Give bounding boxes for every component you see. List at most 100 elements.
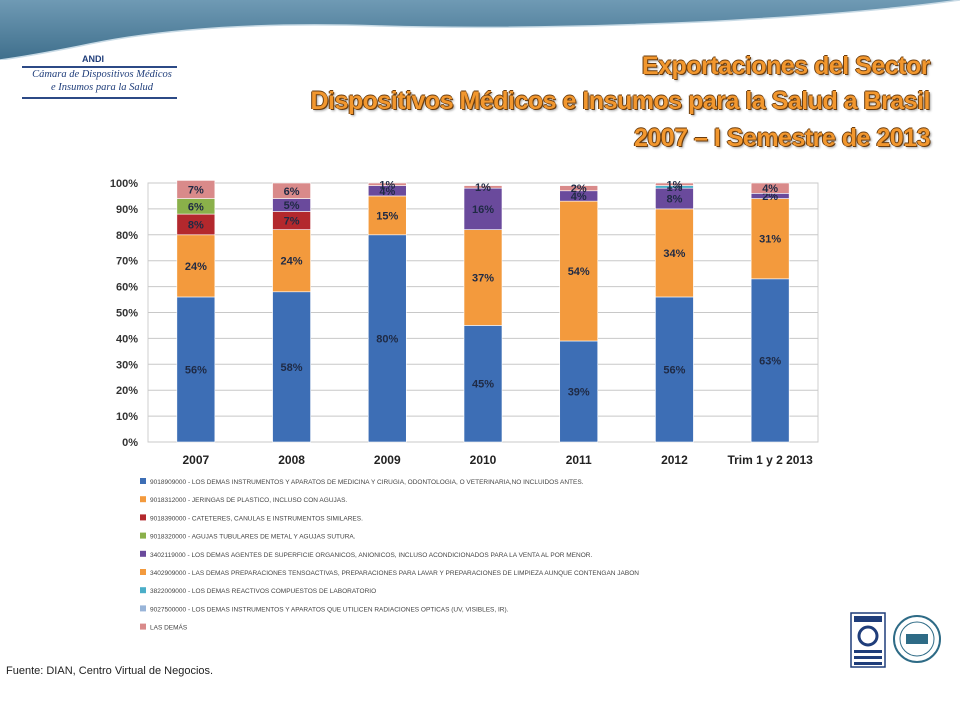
title-line-2: Dispositivos Médicos e Insumos para la S… bbox=[310, 87, 930, 115]
data-label: 7% bbox=[284, 216, 300, 228]
legend-entry: LAS DEMÁS bbox=[150, 623, 188, 632]
bar-segment bbox=[176, 180, 216, 199]
y-tick-label: 70% bbox=[116, 256, 138, 268]
data-label: 56% bbox=[663, 364, 685, 376]
bar-segment bbox=[367, 234, 407, 443]
bar-segment bbox=[463, 325, 503, 443]
stacked-bar-chart: 0% 10% 20% 30% 40% 50% 60% 70% 80% 90% 100% 56% 24% 8… bbox=[110, 178, 819, 632]
data-label: 24% bbox=[281, 256, 303, 268]
legend-swatch bbox=[140, 478, 146, 484]
legend-swatch bbox=[140, 569, 146, 575]
data-label: 6% bbox=[284, 186, 300, 198]
data-label: 1% bbox=[475, 182, 491, 194]
y-tick-label: 20% bbox=[116, 385, 138, 397]
legend-swatch bbox=[140, 514, 146, 521]
legend-entry: 9027500000 - LOS DEMAS INSTRUMENTOS Y AP… bbox=[150, 606, 509, 613]
icontec-certification-icon bbox=[850, 612, 886, 668]
y-tick-label: 0% bbox=[122, 437, 138, 449]
data-label: 2% bbox=[762, 191, 778, 203]
iqnet-certification-icon bbox=[893, 615, 941, 663]
data-label: 6% bbox=[188, 201, 204, 213]
data-label: 4% bbox=[571, 191, 587, 203]
data-label: 54% bbox=[568, 266, 590, 278]
legend-entry: 9018312000 - JERINGAS DE PLASTICO, INCLU… bbox=[150, 497, 347, 504]
bar-segment bbox=[559, 185, 599, 192]
y-tick-label: 90% bbox=[116, 204, 138, 216]
andi-logo: ANDI Cámara de Dispositivos Médicos e In… bbox=[22, 54, 182, 110]
y-tick-label: 80% bbox=[116, 230, 138, 242]
x-tick-label: Trim 1 y 2 2013 bbox=[727, 453, 813, 467]
x-tick-label: 2009 bbox=[374, 453, 401, 467]
bar-segment bbox=[463, 187, 503, 230]
bar-segment bbox=[367, 182, 407, 186]
data-label: 80% bbox=[376, 333, 398, 345]
x-tick-label: 2008 bbox=[278, 453, 305, 467]
x-tick-label: 2007 bbox=[183, 453, 210, 467]
source-note: Fuente: DIAN, Centro Virtual de Negocios… bbox=[6, 665, 214, 677]
data-label: 34% bbox=[663, 248, 685, 260]
legend-entry: 3402119000 - LOS DEMAS AGENTES DE SUPERF… bbox=[150, 552, 592, 559]
bar-segment bbox=[655, 208, 694, 298]
bar-segment bbox=[750, 182, 790, 194]
data-label: 4% bbox=[379, 186, 395, 198]
legend-entry: 3402909000 - LAS DEMAS PREPARACIONES TEN… bbox=[150, 570, 639, 577]
bar-segment bbox=[176, 234, 216, 298]
legend-entry: 9018390000 - CATETERES, CANULAS E INSTRU… bbox=[150, 515, 363, 522]
y-tick-label: 100% bbox=[110, 178, 138, 190]
y-tick-label: 30% bbox=[116, 359, 138, 371]
legend-swatch bbox=[140, 605, 146, 612]
y-tick-label: 40% bbox=[116, 333, 138, 345]
x-tick-label: 2011 bbox=[566, 453, 592, 467]
logo-line-2: e Insumos para la Salud bbox=[50, 82, 154, 93]
data-label: 15% bbox=[376, 210, 398, 222]
bar-segment bbox=[559, 340, 599, 443]
data-label: 45% bbox=[472, 379, 494, 391]
logo-line-1: Cámara de Dispositivos Médicos bbox=[32, 69, 172, 80]
data-label: 31% bbox=[759, 234, 781, 246]
data-label: 39% bbox=[568, 386, 590, 398]
data-label: 58% bbox=[281, 362, 303, 374]
title-line-1: Exportaciones del Sector bbox=[641, 52, 931, 80]
data-label: 5% bbox=[284, 200, 300, 212]
legend-entry: 3822009000 - LOS DEMAS REACTIVOS COMPUES… bbox=[150, 588, 376, 595]
data-label: 63% bbox=[759, 355, 781, 367]
data-label: 1% bbox=[666, 179, 682, 191]
legend-swatch bbox=[140, 587, 146, 594]
bar-segment bbox=[750, 278, 790, 443]
legend-swatch bbox=[140, 496, 146, 503]
data-label: 37% bbox=[472, 273, 494, 285]
bar-segment bbox=[176, 296, 216, 443]
bar-segment bbox=[463, 185, 503, 189]
x-tick-label: 2012 bbox=[661, 453, 688, 467]
data-label: 1% bbox=[379, 179, 395, 191]
data-label: 8% bbox=[188, 219, 204, 231]
logo-rule-top bbox=[22, 66, 177, 68]
data-label: 8% bbox=[666, 194, 682, 206]
header-band bbox=[0, 0, 960, 60]
legend-swatch bbox=[140, 550, 146, 557]
logo-brand: ANDI bbox=[82, 54, 104, 64]
legend-entry: 9018909000 - LOS DEMAS INSTRUMENTOS Y AP… bbox=[150, 479, 584, 486]
data-label: 2% bbox=[571, 183, 587, 195]
legend-entry: 9018320000 - AGUJAS TUBULARES DE METAL Y… bbox=[150, 534, 356, 541]
title-line-3: 2007 – I Semestre de 2013 bbox=[633, 124, 931, 152]
legend-swatch bbox=[140, 623, 146, 630]
bar-segment bbox=[655, 296, 694, 443]
bar-segment bbox=[559, 200, 599, 342]
bar-segment bbox=[655, 182, 694, 186]
y-tick-label: 50% bbox=[116, 308, 138, 320]
data-label: 16% bbox=[472, 204, 494, 216]
data-label: 4% bbox=[762, 183, 778, 195]
data-label: 56% bbox=[185, 364, 207, 376]
legend-swatch bbox=[140, 532, 146, 539]
y-tick-label: 10% bbox=[116, 411, 138, 423]
x-tick-label: 2010 bbox=[470, 453, 497, 467]
bar-segment bbox=[463, 229, 503, 326]
bar-segment bbox=[750, 198, 790, 280]
logo-rule-bottom bbox=[22, 97, 177, 99]
data-label: 7% bbox=[188, 184, 204, 196]
data-label: 24% bbox=[185, 261, 207, 273]
y-tick-label: 60% bbox=[116, 282, 138, 294]
bar-segment bbox=[272, 182, 311, 199]
bar-segment bbox=[272, 291, 311, 443]
